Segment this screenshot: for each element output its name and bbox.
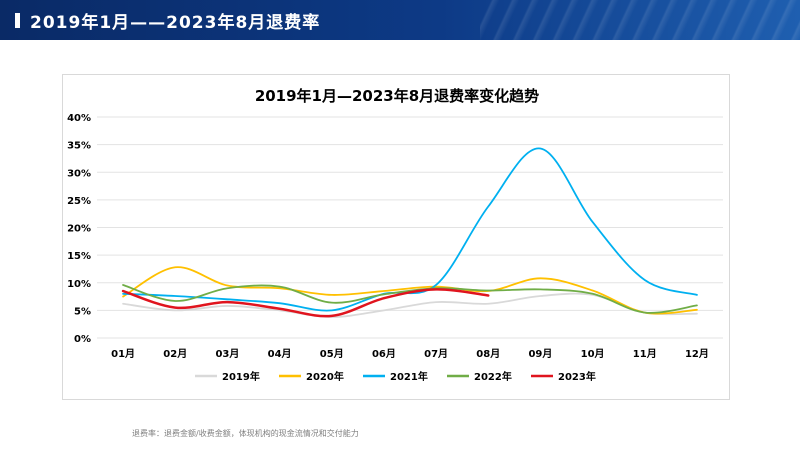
y-tick-label: 35% bbox=[67, 141, 91, 152]
x-tick-label: 10月 bbox=[581, 348, 605, 360]
x-tick-label: 03月 bbox=[215, 348, 239, 360]
chart-title: 2019年1月—2023年8月退费率变化趋势 bbox=[255, 87, 539, 105]
y-tick-label: 10% bbox=[67, 279, 91, 290]
legend-label: 2022年 bbox=[474, 370, 512, 383]
x-tick-label: 04月 bbox=[268, 348, 292, 360]
x-tick-label: 01月 bbox=[111, 348, 135, 360]
series-line-5 bbox=[121, 288, 490, 318]
x-tick-label: 09月 bbox=[528, 348, 552, 360]
series-line-4 bbox=[122, 284, 698, 314]
legend-label: 2021年 bbox=[390, 370, 428, 383]
x-tick-label: 08月 bbox=[476, 348, 500, 360]
series-line-3 bbox=[122, 147, 698, 312]
y-tick-label: 20% bbox=[67, 224, 91, 235]
x-tick-label: 11月 bbox=[633, 348, 657, 360]
header-banner: 2019年1月——2023年8月退费率 bbox=[0, 0, 800, 40]
page-title: 2019年1月——2023年8月退费率 bbox=[30, 13, 321, 33]
y-tick-label: 40% bbox=[67, 113, 91, 124]
x-tick-label: 02月 bbox=[163, 348, 187, 360]
line-chart: 2019年1月—2023年8月退费率变化趋势 0% 5% 10% 15% 20% 25% 30… bbox=[67, 87, 723, 383]
x-tick-label: 07月 bbox=[424, 348, 448, 360]
y-tick-label: 0% bbox=[74, 334, 91, 345]
series-line-2 bbox=[122, 266, 698, 315]
series-line-1 bbox=[122, 292, 698, 318]
legend-label: 2020年 bbox=[306, 370, 344, 383]
footnote: 退费率：退费金额/收费金额，体现机构的现金流情况和交付能力 bbox=[132, 429, 359, 438]
x-tick-label: 12月 bbox=[685, 348, 709, 360]
x-tick-label: 06月 bbox=[372, 348, 396, 360]
x-tick-label: 05月 bbox=[320, 348, 344, 360]
y-tick-label: 30% bbox=[67, 168, 91, 179]
y-tick-label: 5% bbox=[74, 306, 91, 317]
legend-label: 2019年 bbox=[222, 370, 260, 383]
chart-container: 2019年1月—2023年8月退费率变化趋势 0% 5% 10% 15% 20% 25% 30… bbox=[62, 74, 730, 400]
header-accent-bar bbox=[15, 13, 20, 28]
legend-label: 2023年 bbox=[558, 370, 596, 383]
y-tick-label: 15% bbox=[67, 251, 91, 262]
y-tick-label: 25% bbox=[67, 196, 91, 207]
